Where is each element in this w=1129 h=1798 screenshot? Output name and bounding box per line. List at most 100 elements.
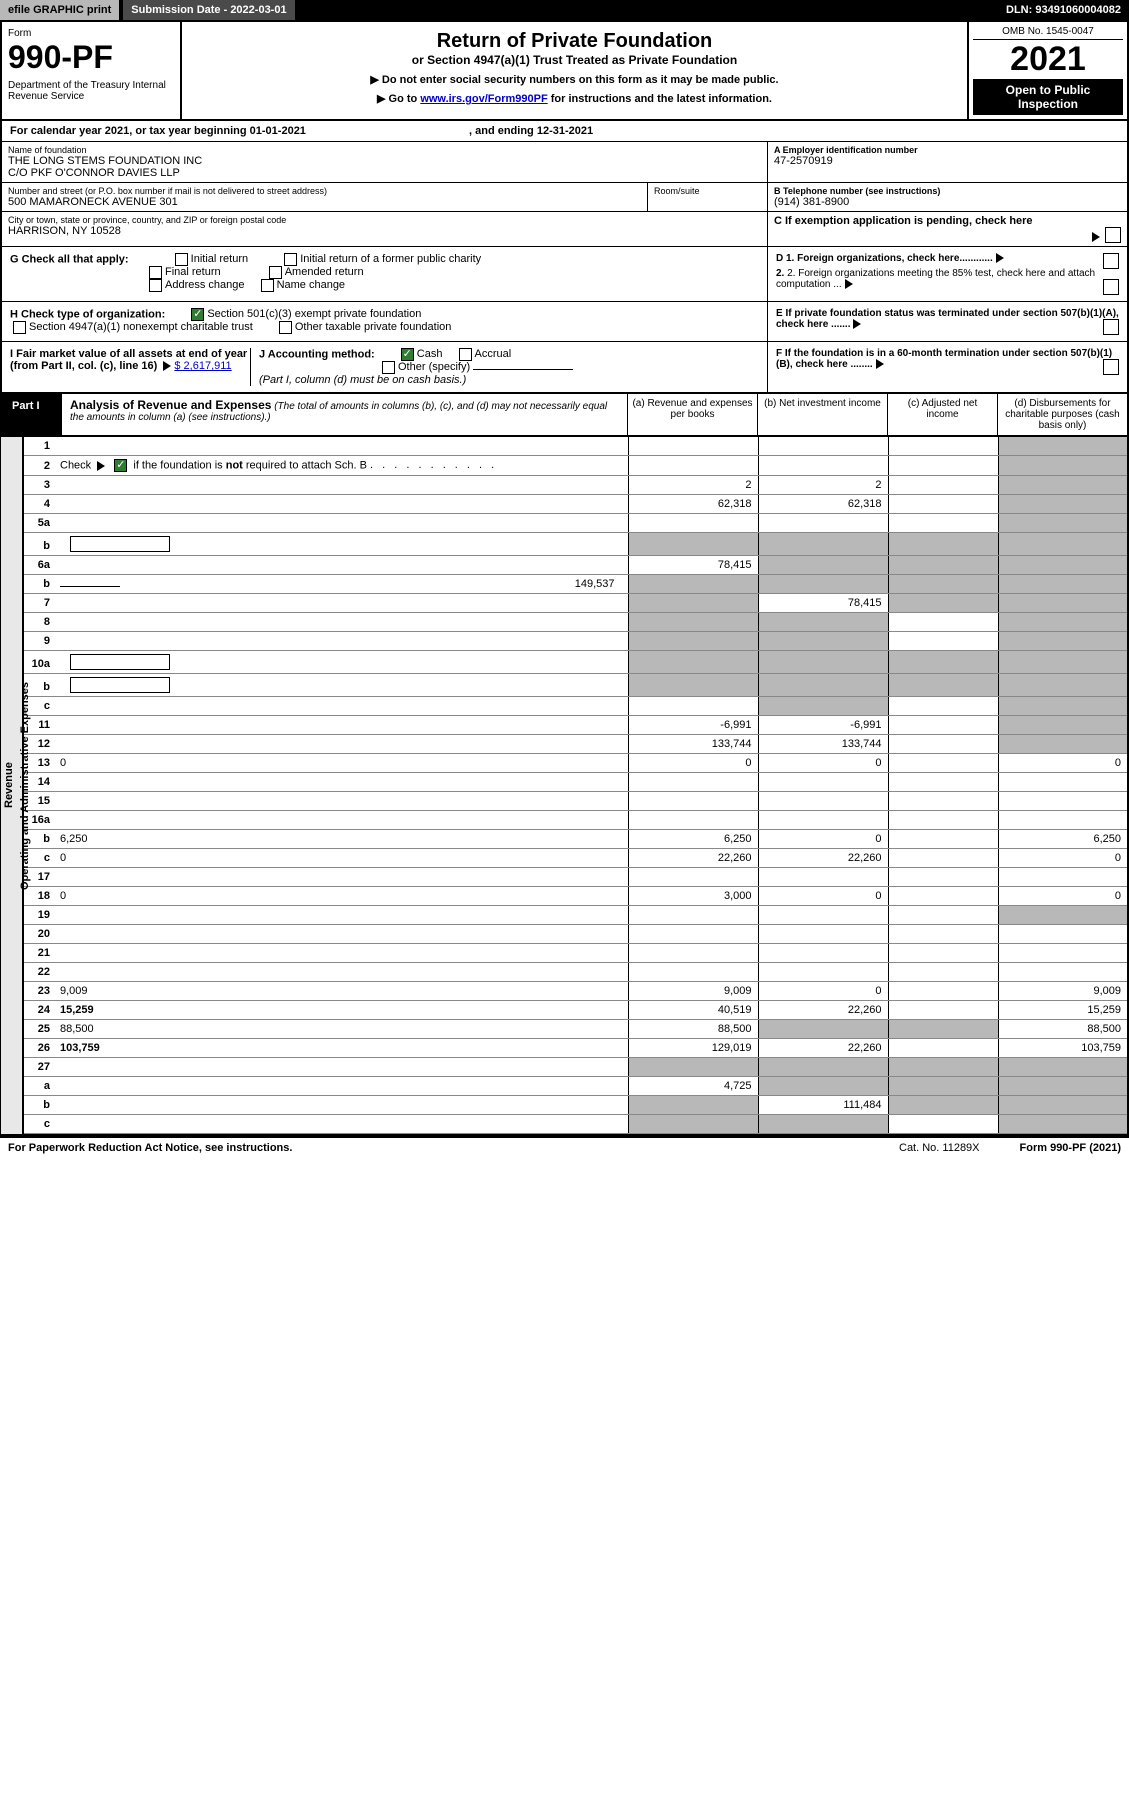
accrual-checkbox[interactable] xyxy=(459,348,472,361)
col-c-val xyxy=(888,437,998,456)
topbar: efile GRAPHIC print Submission Date - 20… xyxy=(0,0,1129,20)
final-return-checkbox[interactable] xyxy=(149,266,162,279)
col-b-val xyxy=(758,944,888,963)
col-d-val xyxy=(998,651,1128,674)
part1-title: Analysis of Revenue and Expenses xyxy=(70,398,271,412)
col-b-val xyxy=(758,1115,888,1134)
col-b-val xyxy=(758,456,888,476)
col-c-val xyxy=(888,697,998,716)
dln: DLN: 93491060004082 xyxy=(998,0,1129,20)
col-c-val xyxy=(888,632,998,651)
col-b-val: 111,484 xyxy=(758,1096,888,1115)
row-desc: 88,500 xyxy=(55,1020,628,1039)
f-checkbox[interactable] xyxy=(1103,359,1119,375)
other-taxable-checkbox[interactable] xyxy=(279,321,292,334)
d2-checkbox[interactable] xyxy=(1103,279,1119,295)
row-desc: 0 xyxy=(55,754,628,773)
row-desc xyxy=(55,697,628,716)
ein-label: A Employer identification number xyxy=(774,145,1121,155)
table-row: 9 xyxy=(23,632,1128,651)
row-desc xyxy=(55,1115,628,1134)
arrow-icon xyxy=(853,319,861,329)
col-c-val xyxy=(888,651,998,674)
city-label: City or town, state or province, country… xyxy=(8,215,761,225)
col-c-val xyxy=(888,773,998,792)
col-c-val xyxy=(888,1115,998,1134)
fmv-value: $ 2,617,911 xyxy=(174,360,231,372)
501c3-checkbox[interactable] xyxy=(191,308,204,321)
row-desc xyxy=(55,735,628,754)
row-desc xyxy=(55,716,628,735)
col-c-val xyxy=(888,811,998,830)
col-c-val xyxy=(888,849,998,868)
col-a-val: 3,000 xyxy=(628,887,758,906)
table-row: 322 xyxy=(23,476,1128,495)
col-a-val: 78,415 xyxy=(628,556,758,575)
street-row: Number and street (or P.O. box number if… xyxy=(0,183,1129,212)
tax-year: 2021 xyxy=(973,40,1123,79)
col-d-val: 0 xyxy=(998,849,1128,868)
table-row: 11-6,991-6,991 xyxy=(23,716,1128,735)
col-c-val xyxy=(888,887,998,906)
part1-header: Part I Analysis of Revenue and Expenses … xyxy=(0,394,1129,437)
submission-date: Submission Date - 2022-03-01 xyxy=(123,0,294,20)
form-ref: Form 990-PF (2021) xyxy=(1020,1142,1121,1154)
row-desc xyxy=(55,1077,628,1096)
cash-checkbox[interactable] xyxy=(401,348,414,361)
col-b-val: 22,260 xyxy=(758,849,888,868)
col-c-val xyxy=(888,1077,998,1096)
4947-checkbox[interactable] xyxy=(13,321,26,334)
row-desc xyxy=(55,868,628,887)
col-c-val xyxy=(888,456,998,476)
row-desc xyxy=(55,533,628,556)
col-c-val xyxy=(888,514,998,533)
address-change-checkbox[interactable] xyxy=(149,279,162,292)
arrow-icon xyxy=(996,253,1004,263)
efile-button[interactable]: efile GRAPHIC print xyxy=(0,0,119,20)
e-label: E If private foundation status was termi… xyxy=(776,308,1119,330)
col-c-val xyxy=(888,792,998,811)
col-b-val xyxy=(758,773,888,792)
paperwork-notice: For Paperwork Reduction Act Notice, see … xyxy=(8,1142,292,1154)
amended-return-checkbox[interactable] xyxy=(269,266,282,279)
col-d-val xyxy=(998,868,1128,887)
c-checkbox[interactable] xyxy=(1105,227,1121,243)
initial-return-checkbox[interactable] xyxy=(175,253,188,266)
row-desc xyxy=(55,556,628,575)
table-row: 14 xyxy=(23,773,1128,792)
row-desc xyxy=(55,773,628,792)
col-c-val xyxy=(888,868,998,887)
arrow-icon xyxy=(845,279,853,289)
f-label: F If the foundation is in a 60-month ter… xyxy=(776,348,1119,370)
col-a-val xyxy=(628,632,758,651)
e-checkbox[interactable] xyxy=(1103,319,1119,335)
dept-label: Department of the Treasury Internal Reve… xyxy=(8,80,174,102)
initial-former-checkbox[interactable] xyxy=(284,253,297,266)
irs-link[interactable]: www.irs.gov/Form990PF xyxy=(420,93,547,105)
row-desc xyxy=(55,925,628,944)
other-method-checkbox[interactable] xyxy=(382,361,395,374)
j-label: J Accounting method: xyxy=(259,348,375,360)
col-b-val xyxy=(758,651,888,674)
table-row: 130000 xyxy=(23,754,1128,773)
arrow-icon xyxy=(163,361,171,371)
row-desc xyxy=(55,811,628,830)
part1-table: 12Check if the foundation is not require… xyxy=(22,437,1129,1134)
col-a-val xyxy=(628,651,758,674)
col-a-val: 2 xyxy=(628,476,758,495)
col-d-val xyxy=(998,456,1128,476)
col-b-val: 133,744 xyxy=(758,735,888,754)
d2-label: 2. 2. Foreign organizations meeting the … xyxy=(776,268,1119,290)
form-header: Form 990-PF Department of the Treasury I… xyxy=(0,20,1129,121)
col-a-val xyxy=(628,868,758,887)
col-d-val xyxy=(998,575,1128,594)
row-desc: 15,259 xyxy=(55,1001,628,1020)
col-a-val xyxy=(628,906,758,925)
col-c-val xyxy=(888,830,998,849)
col-d-val: 0 xyxy=(998,754,1128,773)
col-c-val xyxy=(888,735,998,754)
col-d-val xyxy=(998,963,1128,982)
name-change-checkbox[interactable] xyxy=(261,279,274,292)
table-row: 15 xyxy=(23,792,1128,811)
d1-checkbox[interactable] xyxy=(1103,253,1119,269)
